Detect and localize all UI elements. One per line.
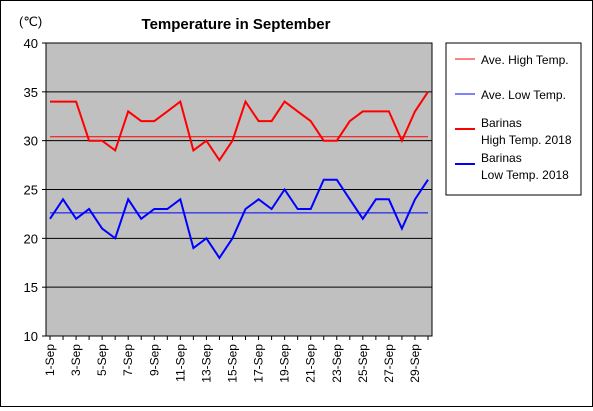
- y-axis: 10 15 20 25 30 35 40: [24, 36, 46, 344]
- y-tick-label-10: 10: [24, 329, 38, 344]
- x-axis: 1-Sep 3-Sep 5-Sep 7-Sep 9-Sep 11-Sep 13-Sep 15-…: [43, 336, 429, 383]
- x-tick-label-21-Sep: 21-Sep: [304, 344, 318, 383]
- y-tick-label-25: 25: [24, 183, 38, 198]
- chart-title: Temperature in September: [142, 16, 331, 33]
- y-tick-label-15: 15: [24, 280, 38, 295]
- y-tick-label-30: 30: [24, 134, 38, 149]
- y-tick-label-35: 35: [24, 85, 38, 100]
- series-line-3: [49, 178, 429, 260]
- x-tick-label-9-Sep: 9-Sep: [147, 344, 161, 376]
- x-tick-label-7-Sep: 7-Sep: [121, 344, 135, 376]
- series-line-2: [50, 91, 429, 162]
- x-tick-label-13-Sep: 13-Sep: [199, 344, 213, 383]
- legend-label-3-0: Barinas: [481, 151, 522, 165]
- x-tick-label-1-Sep: 1-Sep: [43, 344, 57, 376]
- x-tick-label-19-Sep: 19-Sep: [278, 344, 292, 383]
- x-tick-label-15-Sep: 15-Sep: [225, 344, 239, 383]
- series-lines: [49, 91, 429, 260]
- x-tick-label-29-Sep: 29-Sep: [408, 344, 422, 383]
- x-tick-label-5-Sep: 5-Sep: [95, 344, 109, 376]
- x-tick-label-25-Sep: 25-Sep: [356, 344, 370, 383]
- grid-lines: [46, 91, 432, 288]
- x-tick-label-23-Sep: 23-Sep: [330, 344, 344, 383]
- x-tick-label-17-Sep: 17-Sep: [252, 344, 266, 383]
- legend-box: [445, 42, 582, 196]
- y-tick-label-20: 20: [24, 231, 38, 246]
- legend: Ave. High Temp. Ave. Low Temp. Barinas High…: [455, 53, 572, 182]
- legend-label-2-0: Barinas: [481, 116, 522, 130]
- x-tick-label-27-Sep: 27-Sep: [382, 344, 396, 383]
- legend-label-2-1: High Temp. 2018: [481, 133, 572, 147]
- unit-label: (℃): [19, 14, 42, 29]
- x-tick-label-3-Sep: 3-Sep: [69, 344, 83, 376]
- legend-label-3-1: Low Temp. 2018: [481, 168, 569, 182]
- x-tick-label-11-Sep: 11-Sep: [173, 344, 187, 382]
- legend-label-0-0: Ave. High Temp.: [481, 53, 569, 67]
- y-tick-label-40: 40: [24, 36, 38, 51]
- legend-label-1-0: Ave. Low Temp.: [481, 88, 566, 102]
